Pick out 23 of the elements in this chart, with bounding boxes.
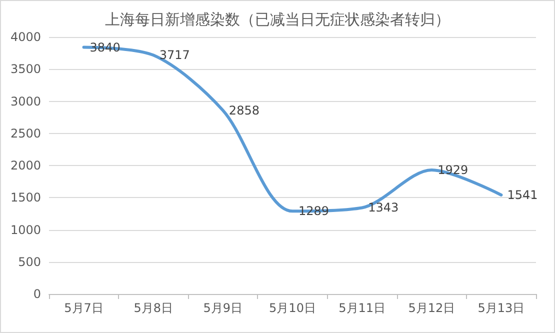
data-label: 1541 <box>507 188 538 202</box>
y-tick-label: 1500 <box>10 190 41 205</box>
y-tick-label: 4000 <box>10 30 41 44</box>
y-tick-label: 0 <box>33 287 41 301</box>
y-tick-label: 3500 <box>10 62 41 76</box>
data-label: 3717 <box>159 48 190 62</box>
data-label: 1929 <box>438 163 468 178</box>
data-label: 1289 <box>298 204 330 218</box>
data-label: 2858 <box>228 103 260 118</box>
y-tick-label: 3000 <box>10 94 41 108</box>
chart-title: 上海每日新增感染数（已减当日无症状感染者转归） <box>105 10 450 28</box>
x-tick-label: 5月12日 <box>408 301 456 315</box>
x-tick-label: 5月9日 <box>203 301 243 315</box>
y-tick-label: 500 <box>18 254 41 269</box>
x-tick-label: 5月8日 <box>134 301 173 315</box>
y-tick-label: 2500 <box>10 126 41 140</box>
x-tick-label: 5月10日 <box>269 301 316 315</box>
x-tick-label: 5月7日 <box>64 301 104 315</box>
data-label: 1343 <box>368 200 399 215</box>
y-tick-label: 1000 <box>10 222 41 237</box>
x-tick-label: 5月13日 <box>478 301 525 315</box>
y-tick-label: 2000 <box>10 158 41 172</box>
x-tick-label: 5月11日 <box>338 301 386 315</box>
